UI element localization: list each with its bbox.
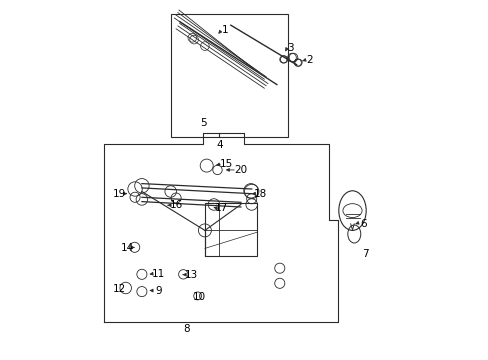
Text: 13: 13 [184, 270, 198, 280]
Text: 6: 6 [359, 219, 366, 229]
Text: 5: 5 [200, 118, 206, 129]
Text: 16: 16 [169, 200, 183, 210]
Text: 20: 20 [234, 165, 247, 175]
Text: 9: 9 [155, 285, 162, 296]
Text: 8: 8 [183, 324, 190, 334]
Bar [170, 14, 287, 137]
Text: 15: 15 [220, 159, 233, 169]
Text: 3: 3 [286, 43, 293, 53]
Text: 18: 18 [254, 189, 267, 199]
Text: 17: 17 [214, 203, 227, 213]
Text: 7: 7 [361, 249, 367, 259]
Bar [204, 203, 257, 256]
Text: 19: 19 [112, 189, 125, 199]
Text: 1: 1 [221, 24, 227, 35]
Text: 11: 11 [152, 269, 165, 279]
Text: 12: 12 [112, 284, 125, 294]
Text: 4: 4 [216, 140, 222, 150]
Text: 10: 10 [193, 292, 205, 302]
Text: 2: 2 [305, 55, 312, 66]
Text: 14: 14 [121, 243, 134, 253]
